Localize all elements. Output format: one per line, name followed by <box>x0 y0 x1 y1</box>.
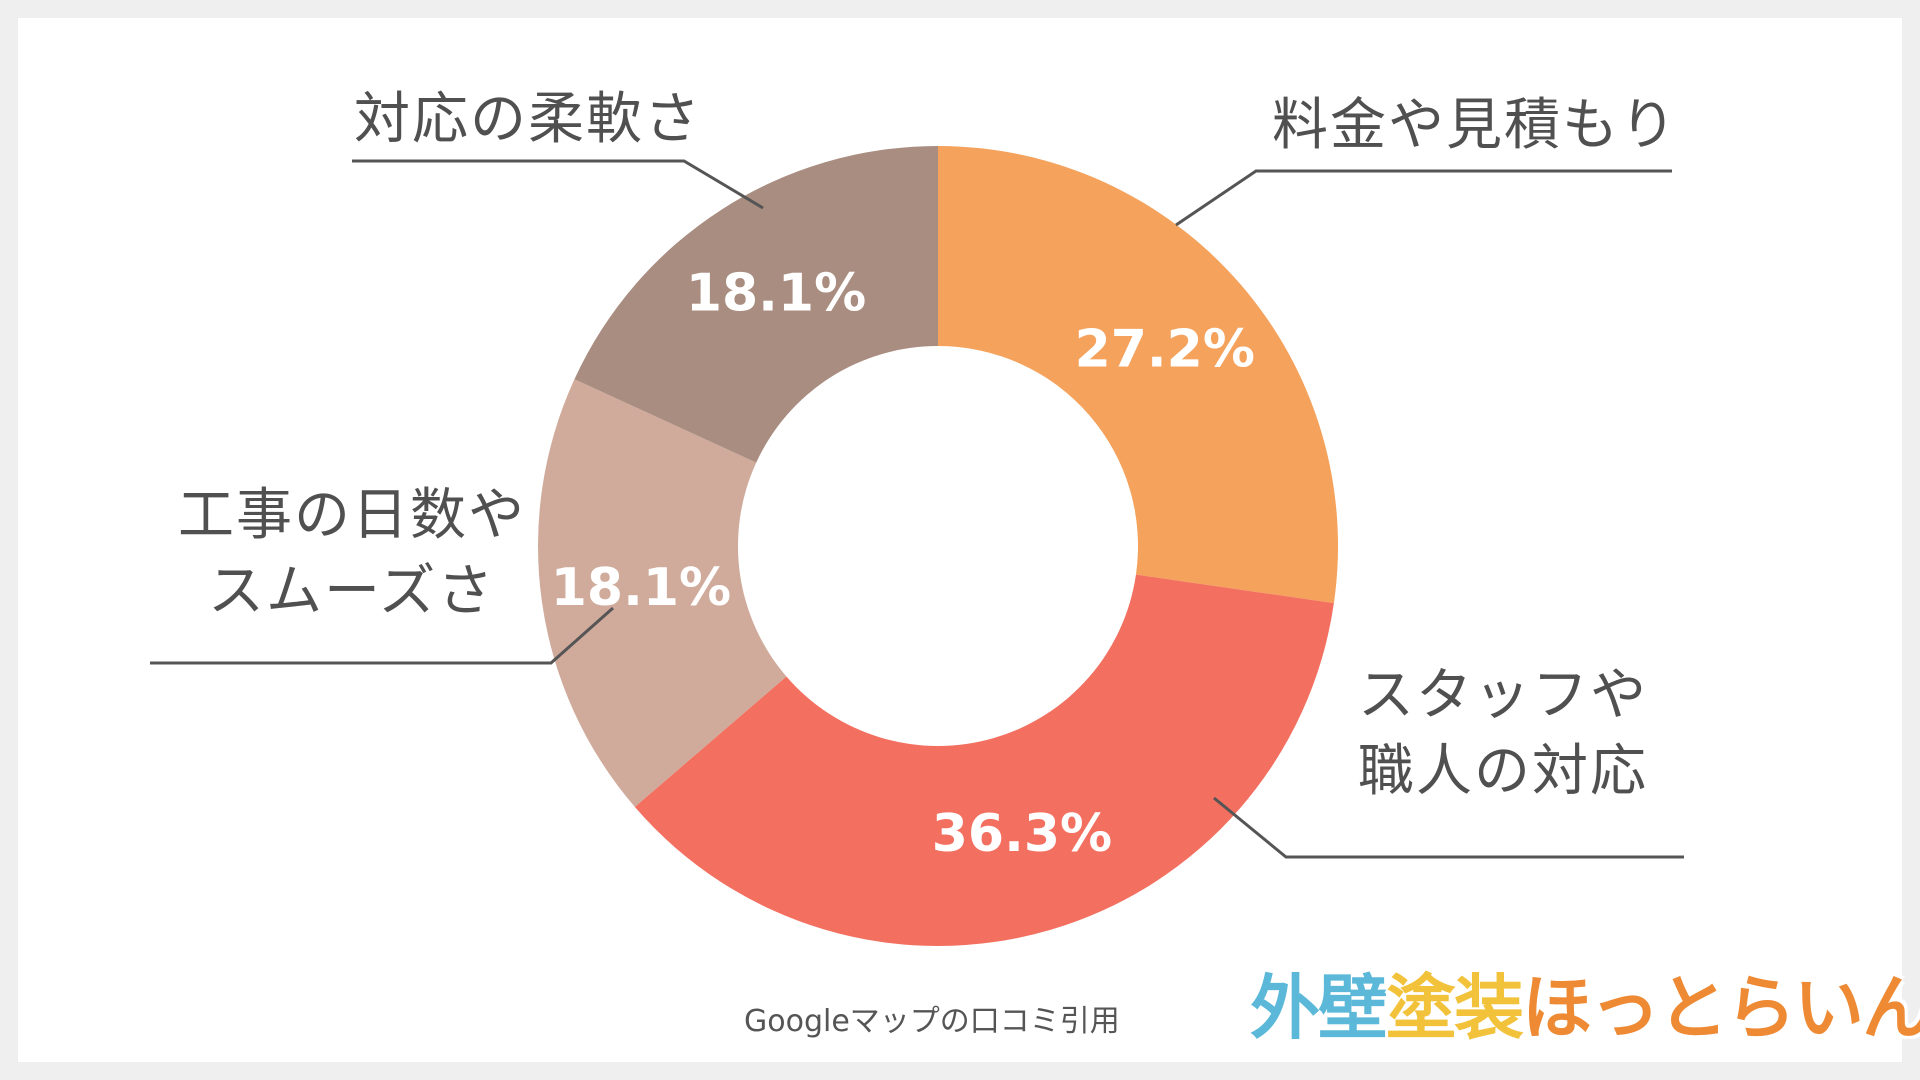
source-note: Googleマップの口コミ引用 <box>744 1004 1120 1039</box>
logo-part-1: 外壁 <box>1250 967 1388 1049</box>
label-flexibility: 対応の柔軟さ <box>354 87 702 152</box>
slice-flexibility <box>574 145 938 463</box>
brand-logo: 外壁塗装ほっとらいん <box>1250 958 1920 1058</box>
leader-line-pricing <box>1175 169 1672 227</box>
value-label-days: 18.1% <box>551 558 731 618</box>
leader-line-days <box>150 606 614 665</box>
leader-line-flexibility <box>352 159 764 210</box>
leader-line-staff <box>1213 796 1684 859</box>
label-staff-line2: 職人の対応 <box>1358 739 1648 804</box>
donut-chart: 27.2% 36.3% 18.1% 18.1% <box>150 145 1684 946</box>
logo-part-2: 塗装 <box>1386 967 1524 1049</box>
label-pricing: 料金や見積もり <box>1272 93 1678 158</box>
value-label-flexibility: 18.1% <box>686 263 866 323</box>
label-staff-line1: スタッフや <box>1358 663 1648 728</box>
slice-staff <box>634 574 1334 946</box>
label-days-line2: スムーズさ <box>208 559 496 624</box>
value-label-staff: 36.3% <box>932 804 1112 864</box>
label-staff: スタッフや 職人の対応 <box>1358 658 1648 810</box>
chart-card: 27.2% 36.3% 18.1% 18.1% 料金や見積もり スタッフや 職人の対応… <box>18 18 1920 1062</box>
value-labels: 27.2% 36.3% 18.1% 18.1% <box>551 263 1255 864</box>
label-days-line1: 工事の日数や <box>178 483 526 548</box>
slice-days <box>537 379 787 807</box>
value-label-pricing: 27.2% <box>1075 320 1255 380</box>
donut-slices <box>537 145 1338 946</box>
slice-pricing <box>938 146 1338 604</box>
leader-lines <box>150 159 1684 859</box>
label-days: 工事の日数や スムーズさ <box>178 478 526 630</box>
logo-part-3: ほっとらいん <box>1522 967 1920 1049</box>
